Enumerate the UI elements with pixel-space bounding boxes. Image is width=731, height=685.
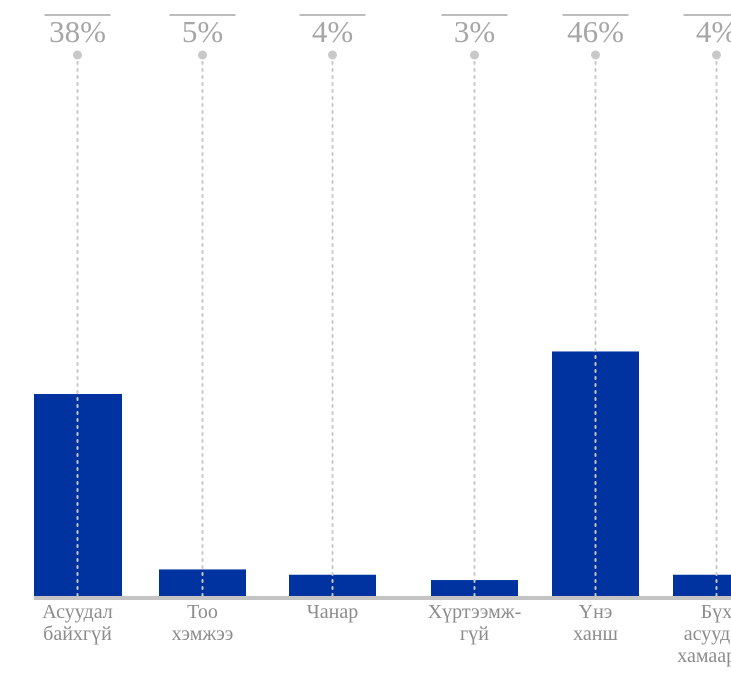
value-label-4: 46% [567, 14, 624, 49]
category-label-line: гүй [460, 623, 489, 645]
category-label-line: Үнэ [579, 601, 613, 623]
category-label-line: Бүх [701, 601, 731, 623]
value-label-0: 38% [49, 14, 106, 49]
value-label-2: 4% [312, 14, 353, 49]
category-label-1: Тоо хэмжээ [172, 601, 234, 645]
value-label-5: 4% [696, 14, 731, 49]
leader-dot-3 [470, 50, 479, 60]
leader-dot-4 [591, 50, 600, 60]
category-label-2: Чанар [307, 601, 358, 623]
category-label-5: Бүхасуудалхамаарна [677, 601, 731, 667]
category-label-line: Тоо [187, 601, 218, 623]
leader-dot-2 [328, 50, 337, 60]
category-label-line: ханш [573, 623, 618, 645]
category-label-4: Үнэ ханш [573, 601, 618, 645]
category-label-line: хэмжээ [172, 623, 234, 645]
leader-dot-1 [198, 50, 207, 60]
category-label-line: Хүртээмж- [428, 601, 522, 623]
category-label-3: Хүртээмж-гүй [428, 601, 522, 645]
category-label-line: асуудал [684, 623, 731, 645]
bar-2 [289, 574, 376, 596]
leader-dot-0 [73, 50, 82, 60]
category-label-line: байхгүй [43, 623, 112, 645]
category-label-line: хамаарна [677, 645, 731, 667]
category-label-0: Асуудал байхгүй [42, 601, 113, 645]
value-label-1: 5% [182, 14, 223, 49]
category-label-line: Асуудал [42, 601, 113, 623]
x-axis-line [34, 596, 731, 600]
category-label-line: Чанар [307, 601, 358, 623]
leader-dot-5 [712, 50, 721, 60]
value-label-3: 3% [454, 14, 495, 49]
bar-5 [673, 574, 731, 596]
